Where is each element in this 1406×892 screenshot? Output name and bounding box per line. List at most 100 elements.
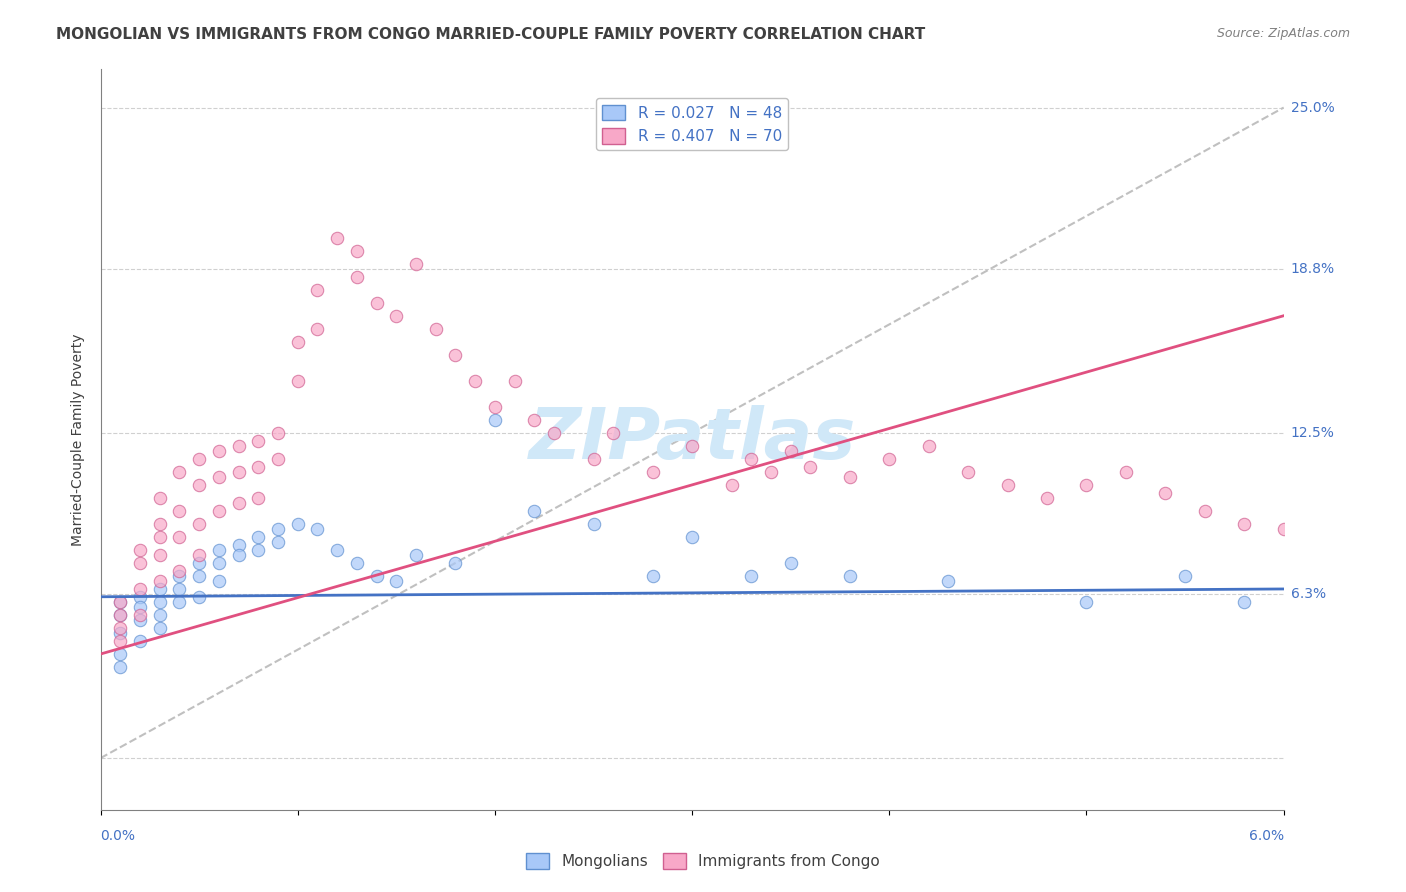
Immigrants from Congo bbox=[267, 425, 290, 440]
Mongolians bbox=[228, 548, 250, 562]
Immigrants from Congo bbox=[1194, 504, 1216, 518]
Mongolians bbox=[385, 574, 408, 589]
Immigrants from Congo bbox=[149, 530, 172, 544]
Mongolians bbox=[228, 538, 250, 552]
Immigrants from Congo bbox=[247, 459, 270, 474]
Mongolians bbox=[326, 543, 349, 558]
Mongolians bbox=[110, 626, 132, 640]
Mongolians bbox=[247, 543, 270, 558]
Mongolians bbox=[169, 582, 191, 596]
Immigrants from Congo bbox=[405, 257, 427, 271]
Immigrants from Congo bbox=[208, 444, 231, 458]
Immigrants from Congo bbox=[287, 334, 309, 349]
Immigrants from Congo bbox=[129, 556, 152, 570]
Mongolians bbox=[582, 516, 605, 531]
Immigrants from Congo bbox=[169, 530, 191, 544]
Immigrants from Congo bbox=[759, 465, 782, 479]
Immigrants from Congo bbox=[129, 582, 152, 596]
Immigrants from Congo bbox=[110, 607, 132, 622]
Immigrants from Congo bbox=[149, 491, 172, 505]
Immigrants from Congo bbox=[169, 504, 191, 518]
Immigrants from Congo bbox=[326, 230, 349, 244]
Mongolians bbox=[641, 569, 664, 583]
Immigrants from Congo bbox=[838, 470, 860, 484]
Legend: Mongolians, Immigrants from Congo: Mongolians, Immigrants from Congo bbox=[520, 847, 886, 875]
Mongolians bbox=[188, 569, 211, 583]
Mongolians bbox=[346, 556, 368, 570]
Immigrants from Congo bbox=[149, 574, 172, 589]
Immigrants from Congo bbox=[582, 451, 605, 466]
Immigrants from Congo bbox=[188, 478, 211, 492]
Text: 6.0%: 6.0% bbox=[1249, 829, 1284, 843]
Immigrants from Congo bbox=[366, 295, 388, 310]
Immigrants from Congo bbox=[484, 400, 506, 414]
Immigrants from Congo bbox=[957, 465, 980, 479]
Text: Source: ZipAtlas.com: Source: ZipAtlas.com bbox=[1216, 27, 1350, 40]
Immigrants from Congo bbox=[346, 244, 368, 258]
Immigrants from Congo bbox=[267, 451, 290, 466]
Text: 0.0%: 0.0% bbox=[100, 829, 135, 843]
Mongolians bbox=[110, 660, 132, 674]
Immigrants from Congo bbox=[129, 543, 152, 558]
Mongolians bbox=[208, 556, 231, 570]
Immigrants from Congo bbox=[1115, 465, 1137, 479]
Immigrants from Congo bbox=[110, 634, 132, 648]
Mongolians bbox=[208, 574, 231, 589]
Immigrants from Congo bbox=[543, 425, 565, 440]
Text: MONGOLIAN VS IMMIGRANTS FROM CONGO MARRIED-COUPLE FAMILY POVERTY CORRELATION CHA: MONGOLIAN VS IMMIGRANTS FROM CONGO MARRI… bbox=[56, 27, 925, 42]
Mongolians bbox=[681, 530, 703, 544]
Y-axis label: Married-Couple Family Poverty: Married-Couple Family Poverty bbox=[72, 333, 86, 546]
Mongolians bbox=[149, 607, 172, 622]
Immigrants from Congo bbox=[681, 439, 703, 453]
Text: 18.8%: 18.8% bbox=[1291, 262, 1334, 276]
Mongolians bbox=[1174, 569, 1197, 583]
Immigrants from Congo bbox=[740, 451, 762, 466]
Immigrants from Congo bbox=[188, 451, 211, 466]
Mongolians bbox=[149, 595, 172, 609]
Mongolians bbox=[208, 543, 231, 558]
Immigrants from Congo bbox=[169, 465, 191, 479]
Mongolians bbox=[110, 647, 132, 661]
Immigrants from Congo bbox=[228, 496, 250, 510]
Legend: R = 0.027   N = 48, R = 0.407   N = 70: R = 0.027 N = 48, R = 0.407 N = 70 bbox=[596, 98, 787, 150]
Immigrants from Congo bbox=[129, 607, 152, 622]
Immigrants from Congo bbox=[602, 425, 624, 440]
Immigrants from Congo bbox=[228, 465, 250, 479]
Immigrants from Congo bbox=[779, 444, 801, 458]
Immigrants from Congo bbox=[208, 504, 231, 518]
Text: 12.5%: 12.5% bbox=[1291, 425, 1334, 440]
Mongolians bbox=[838, 569, 860, 583]
Immigrants from Congo bbox=[247, 434, 270, 448]
Mongolians bbox=[188, 590, 211, 604]
Mongolians bbox=[1233, 595, 1256, 609]
Mongolians bbox=[110, 595, 132, 609]
Text: ZIPatlas: ZIPatlas bbox=[529, 405, 856, 474]
Immigrants from Congo bbox=[503, 374, 526, 388]
Mongolians bbox=[169, 569, 191, 583]
Mongolians bbox=[366, 569, 388, 583]
Immigrants from Congo bbox=[228, 439, 250, 453]
Immigrants from Congo bbox=[169, 564, 191, 578]
Mongolians bbox=[129, 634, 152, 648]
Immigrants from Congo bbox=[385, 309, 408, 323]
Mongolians bbox=[523, 504, 546, 518]
Immigrants from Congo bbox=[149, 516, 172, 531]
Immigrants from Congo bbox=[641, 465, 664, 479]
Mongolians bbox=[779, 556, 801, 570]
Immigrants from Congo bbox=[425, 322, 447, 336]
Mongolians bbox=[188, 556, 211, 570]
Mongolians bbox=[307, 522, 329, 536]
Immigrants from Congo bbox=[1036, 491, 1059, 505]
Immigrants from Congo bbox=[346, 269, 368, 284]
Immigrants from Congo bbox=[149, 548, 172, 562]
Mongolians bbox=[938, 574, 960, 589]
Mongolians bbox=[129, 600, 152, 615]
Immigrants from Congo bbox=[799, 459, 821, 474]
Immigrants from Congo bbox=[1076, 478, 1098, 492]
Mongolians bbox=[405, 548, 427, 562]
Immigrants from Congo bbox=[307, 283, 329, 297]
Mongolians bbox=[444, 556, 467, 570]
Mongolians bbox=[129, 590, 152, 604]
Mongolians bbox=[1076, 595, 1098, 609]
Mongolians bbox=[149, 621, 172, 635]
